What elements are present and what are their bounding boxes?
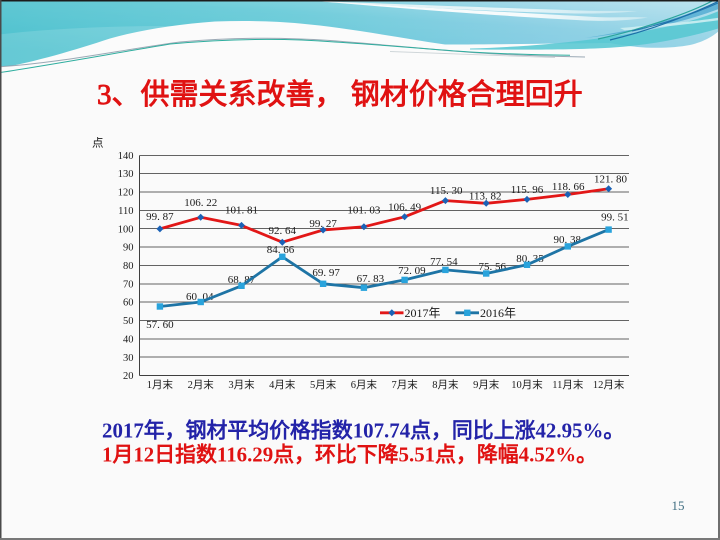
svg-text:106. 22: 106. 22 [184, 197, 217, 209]
svg-text:120: 120 [118, 188, 134, 199]
svg-text:115. 96: 115. 96 [511, 184, 544, 196]
svg-text:113. 82: 113. 82 [469, 191, 502, 203]
svg-text:4月末: 4月末 [269, 378, 296, 391]
svg-text:118. 66: 118. 66 [552, 181, 585, 193]
svg-text:84. 66: 84. 66 [267, 244, 295, 256]
svg-text:3、供需关系改善， 钢材价格合理回升: 3、供需关系改善， 钢材价格合理回升 [97, 78, 583, 111]
svg-text:68. 87: 68. 87 [228, 274, 256, 286]
svg-text:12月末: 12月末 [593, 378, 625, 391]
svg-text:5月末: 5月末 [310, 378, 337, 391]
svg-text:80: 80 [123, 261, 134, 272]
svg-text:121. 80: 121. 80 [594, 173, 628, 185]
svg-text:1月12日指数116.29点，环比下降5.51点，降幅4.5: 1月12日指数116.29点，环比下降5.51点，降幅4.52%。 [102, 443, 597, 467]
svg-text:90: 90 [123, 243, 134, 254]
svg-text:点: 点 [92, 137, 104, 150]
svg-text:101. 03: 101. 03 [347, 205, 381, 217]
svg-text:3月末: 3月末 [228, 378, 255, 391]
svg-text:72. 09: 72. 09 [398, 265, 426, 277]
svg-text:100: 100 [118, 224, 134, 235]
svg-text:130: 130 [118, 169, 134, 180]
svg-text:20: 20 [123, 371, 134, 382]
svg-text:140: 140 [118, 151, 134, 162]
svg-text:80. 35: 80. 35 [516, 253, 544, 265]
svg-text:99. 51: 99. 51 [601, 211, 629, 223]
svg-text:110: 110 [118, 206, 133, 217]
svg-text:50: 50 [123, 316, 134, 327]
svg-text:101. 81: 101. 81 [225, 205, 258, 217]
svg-text:70: 70 [123, 279, 134, 290]
svg-text:57. 60: 57. 60 [146, 319, 174, 331]
svg-text:10月末: 10月末 [511, 378, 543, 391]
svg-text:2017年，钢材平均价格指数107.74点，同比上涨42.9: 2017年，钢材平均价格指数107.74点，同比上涨42.95%。 [102, 419, 624, 443]
svg-text:11月末: 11月末 [552, 378, 584, 391]
svg-text:40: 40 [123, 334, 134, 345]
svg-text:106. 49: 106. 49 [388, 201, 422, 213]
svg-text:30: 30 [123, 353, 134, 364]
svg-text:77. 54: 77. 54 [430, 256, 458, 268]
svg-text:2017年: 2017年 [405, 306, 441, 320]
svg-text:2月末: 2月末 [188, 378, 215, 391]
svg-text:15: 15 [672, 498, 685, 513]
svg-text:69. 97: 69. 97 [312, 267, 340, 279]
svg-text:92. 64: 92. 64 [269, 225, 297, 237]
svg-text:2016年: 2016年 [480, 306, 516, 320]
svg-text:60: 60 [123, 298, 134, 309]
svg-text:9月末: 9月末 [473, 378, 500, 391]
svg-text:99. 87: 99. 87 [146, 211, 174, 223]
svg-text:7月末: 7月末 [391, 378, 418, 391]
svg-text:99. 27: 99. 27 [309, 218, 337, 230]
svg-text:8月末: 8月末 [432, 378, 459, 391]
svg-text:1月末: 1月末 [147, 378, 174, 391]
svg-text:67. 83: 67. 83 [357, 273, 385, 285]
svg-text:6月末: 6月末 [351, 378, 378, 391]
svg-text:115. 30: 115. 30 [430, 185, 463, 197]
